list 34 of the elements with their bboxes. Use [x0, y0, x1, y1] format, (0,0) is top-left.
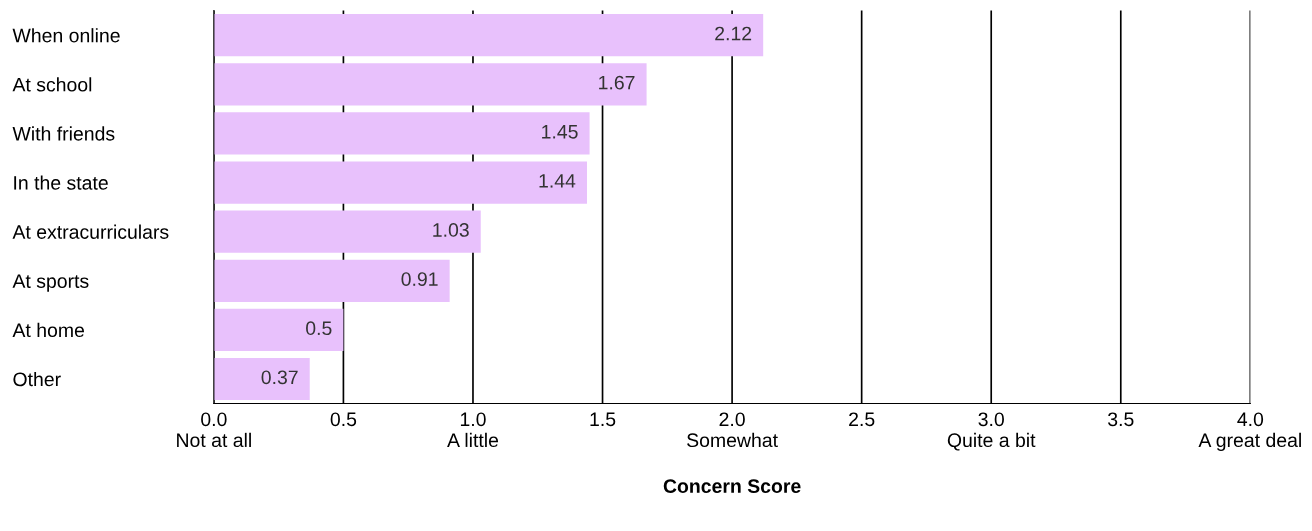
x-tick-label: 2.5 — [849, 412, 875, 427]
bar — [213, 112, 590, 155]
y-tick-label: At home — [12, 322, 85, 338]
x-tick-label: 0.5 — [330, 412, 357, 427]
x-axis-title: Concern Score — [663, 479, 801, 494]
bar — [213, 161, 587, 204]
y-tick-label: At school — [12, 77, 92, 92]
data-label: 1.67 — [599, 75, 635, 90]
x-tick-label: 3.0 Quite a bit — [947, 412, 1036, 451]
x-tick-label: 4.0 A great deal — [1198, 412, 1301, 451]
bar — [213, 308, 344, 351]
bar — [213, 63, 647, 106]
y-tick-label: Other — [13, 371, 61, 387]
bar — [213, 14, 764, 57]
data-label: 0.91 — [401, 272, 438, 286]
y-tick-label: At extracurriculars — [12, 224, 169, 239]
y-tick-label: When online — [12, 28, 120, 43]
bar — [213, 210, 481, 253]
y-tick-label: At sports — [12, 274, 89, 292]
data-label: 1.03 — [433, 223, 469, 237]
x-tick-label: 1.5 — [590, 412, 616, 427]
bar — [213, 259, 450, 302]
data-label: 0.37 — [261, 370, 298, 385]
data-label: 1.45 — [542, 125, 578, 139]
x-tick-label: 1.0 A little — [447, 412, 499, 448]
bar — [213, 357, 310, 401]
data-label: 1.44 — [539, 174, 576, 188]
data-label: 2.12 — [715, 26, 752, 41]
x-tick-label: 3.5 — [1108, 412, 1134, 427]
x-tick-label: 2.0 Somewhat — [687, 412, 778, 448]
y-tick-label: In the state — [14, 175, 108, 190]
data-label: 0.5 — [306, 321, 332, 336]
y-tick-label: With friends — [12, 126, 115, 141]
x-tick-label: 0.0 Not at all — [177, 412, 251, 448]
